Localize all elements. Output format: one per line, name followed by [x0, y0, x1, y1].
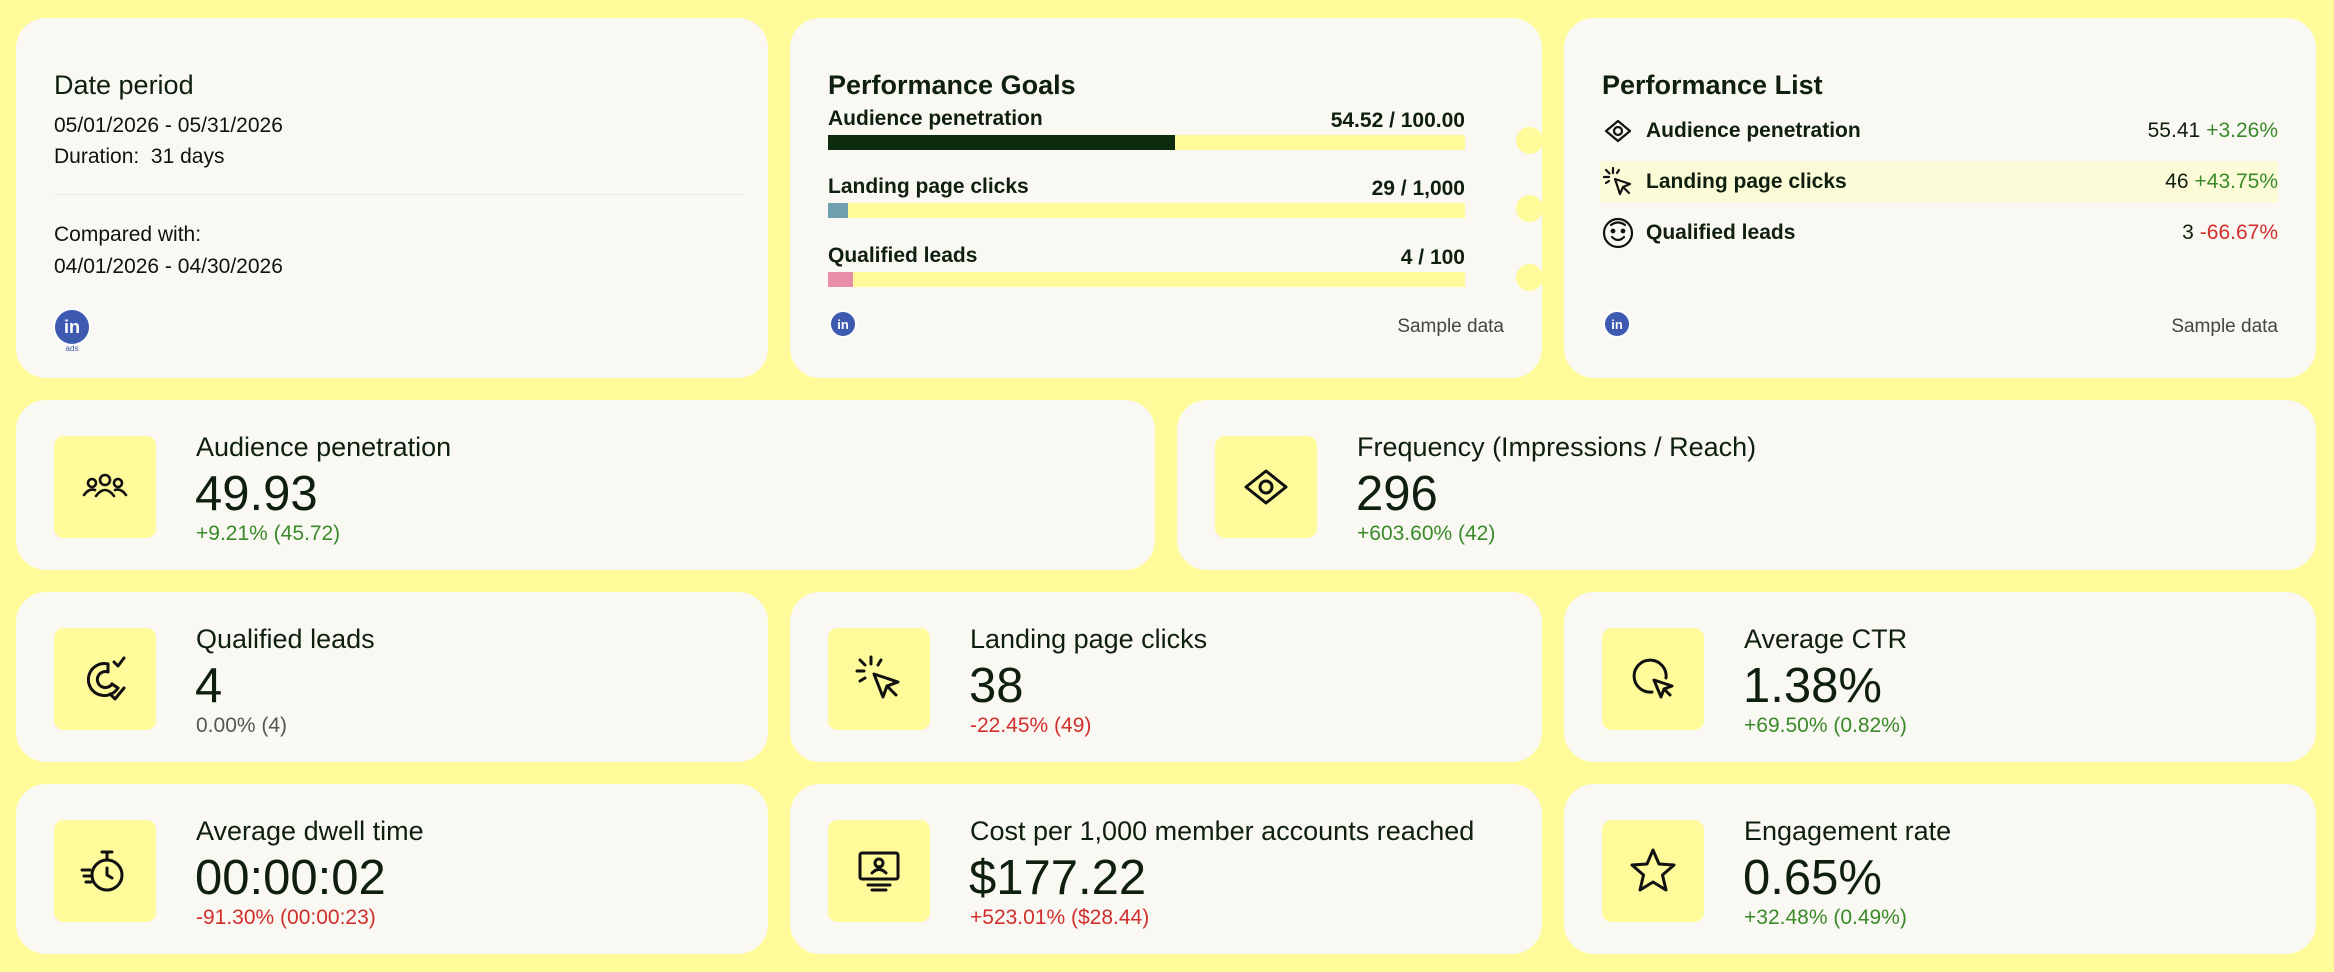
eye-icon: [1600, 113, 1636, 149]
kpi-label: Audience penetration: [196, 432, 452, 462]
goal-value: 4 / 100: [1400, 246, 1465, 269]
duration-value: 31 days: [150, 145, 225, 168]
kpi-label: Average CTR: [1744, 624, 1908, 654]
compared-range: 04/01/2026 - 04/30/2026: [54, 255, 283, 278]
kpi-label: Landing page clicks: [970, 624, 1208, 654]
smiley-face-icon: [1600, 215, 1636, 251]
goal-progress-track: [828, 272, 1465, 287]
kpi-card-average-dwell-time[interactable]: Average dwell time 00:00:02 -91.30% (00:…: [16, 784, 768, 954]
performance-list-card: Performance List Audience penetration 55…: [1564, 18, 2316, 378]
cursor-click-icon: [1600, 164, 1636, 200]
sample-data-note: Sample data: [1397, 316, 1504, 337]
kpi-card-landing-page-clicks[interactable]: Landing page clicks 38 -22.45% (49): [790, 592, 1542, 762]
list-item-change: -66.67%: [2199, 221, 2278, 244]
eye-icon: [1215, 436, 1317, 538]
kpi-value: 49.93: [195, 467, 318, 521]
kpi-card-frequency[interactable]: Frequency (Impressions / Reach) 296 +603…: [1177, 400, 2316, 570]
kpi-change: +523.01% ($28.44): [970, 906, 1150, 929]
kpi-change: -22.45% (49): [970, 714, 1092, 737]
compared-label: Compared with:: [54, 223, 202, 246]
kpi-card-engagement-rate[interactable]: Engagement rate 0.65% +32.48% (0.49%): [1564, 784, 2316, 954]
list-item[interactable]: Audience penetration 55.41 +3.26%: [1600, 110, 2278, 152]
kpi-value: 4: [195, 659, 223, 713]
stopwatch-icon: [54, 820, 156, 922]
kpi-label: Engagement rate: [1744, 816, 1952, 846]
goal-target-dot: [1516, 195, 1543, 222]
list-item-value: 3: [2182, 221, 2194, 244]
duration: Duration: 31 days: [54, 145, 224, 169]
kpi-value: 38: [969, 659, 1024, 713]
kpi-value: 1.38%: [1743, 659, 1882, 713]
goal-target-dot: [1516, 127, 1543, 154]
performance-list-title: Performance List: [1602, 70, 1823, 100]
list-item-change: +3.26%: [2206, 119, 2278, 142]
linkedin-ads-logo: in ads: [53, 308, 91, 353]
kpi-value: 00:00:02: [195, 851, 386, 905]
kpi-change: +603.60% (42): [1357, 522, 1496, 545]
kpi-card-audience-penetration[interactable]: Audience penetration 49.93 +9.21% (45.72…: [16, 400, 1155, 570]
goal-progress-fill: [828, 203, 848, 218]
date-range: 05/01/2026 - 05/31/2026: [54, 114, 283, 137]
kpi-label: Qualified leads: [196, 624, 375, 654]
kpi-value: $177.22: [969, 851, 1147, 905]
goal-label: Qualified leads: [828, 244, 978, 267]
goal-landing-page-clicks: Landing page clicks 29 / 1,000: [828, 175, 1543, 225]
list-item[interactable]: Qualified leads 3 -66.67%: [1600, 212, 2278, 254]
list-item-value: 55.41: [2147, 119, 2201, 142]
list-item-label: Landing page clicks: [1646, 170, 1847, 193]
logo-text: in: [837, 316, 849, 332]
linkedin-ads-logo: in: [1603, 310, 1631, 338]
logo-text: in: [64, 316, 80, 337]
kpi-change: +9.21% (45.72): [196, 522, 341, 545]
cursor-click-icon: [828, 628, 930, 730]
star-icon: [1602, 820, 1704, 922]
goal-label: Landing page clicks: [828, 175, 1029, 198]
goal-label: Audience penetration: [828, 107, 1043, 130]
duration-label: Duration:: [54, 145, 140, 168]
kpi-change: +69.50% (0.82%): [1744, 714, 1907, 737]
goal-progress-track: [828, 203, 1465, 218]
goal-progress-fill: [828, 272, 853, 287]
goal-audience-penetration: Audience penetration 54.52 / 100.00: [828, 107, 1543, 157]
performance-goals-title: Performance Goals: [828, 70, 1076, 100]
goal-progress-track: [828, 135, 1465, 150]
date-period-title: Date period: [54, 70, 194, 100]
goal-progress-fill: [828, 135, 1175, 150]
performance-goals-card: Performance Goals Audience penetration 5…: [790, 18, 1543, 378]
sample-data-note: Sample data: [2171, 316, 2278, 337]
magnet-check-icon: [54, 628, 156, 730]
goal-target-dot: [1516, 264, 1543, 291]
pointer-circle-icon: [1602, 628, 1704, 730]
goal-qualified-leads: Qualified leads 4 / 100: [828, 244, 1543, 294]
kpi-label: Frequency (Impressions / Reach): [1357, 432, 1757, 462]
divider: [54, 194, 744, 195]
people-group-icon: [54, 436, 156, 538]
goal-value: 29 / 1,000: [1371, 177, 1465, 200]
kpi-card-qualified-leads[interactable]: Qualified leads 4 0.00% (4): [16, 592, 768, 762]
kpi-value: 0.65%: [1743, 851, 1882, 905]
goal-value: 54.52 / 100.00: [1330, 109, 1465, 132]
list-item[interactable]: Landing page clicks 46 +43.75%: [1600, 161, 2278, 203]
kpi-label: Cost per 1,000 member accounts reached: [970, 816, 1475, 846]
kpi-card-average-ctr[interactable]: Average CTR 1.38% +69.50% (0.82%): [1564, 592, 2316, 762]
kpi-change: 0.00% (4): [196, 714, 288, 737]
monitor-person-icon: [828, 820, 930, 922]
list-item-label: Audience penetration: [1646, 119, 1861, 142]
kpi-value: 296: [1356, 467, 1438, 521]
linkedin-ads-logo: in: [829, 310, 857, 338]
kpi-card-cost-per-1000[interactable]: Cost per 1,000 member accounts reached $…: [790, 784, 1542, 954]
list-item-change: +43.75%: [2194, 170, 2279, 193]
list-item-label: Qualified leads: [1646, 221, 1796, 244]
kpi-label: Average dwell time: [196, 816, 424, 846]
logo-text: in: [1611, 316, 1623, 332]
kpi-change: -91.30% (00:00:23): [196, 906, 376, 929]
kpi-change: +32.48% (0.49%): [1744, 906, 1907, 929]
date-period-card: Date period 05/01/2026 - 05/31/2026 Dura…: [16, 18, 768, 378]
logo-sub: ads: [65, 344, 79, 353]
list-item-value: 46: [2165, 170, 2189, 193]
